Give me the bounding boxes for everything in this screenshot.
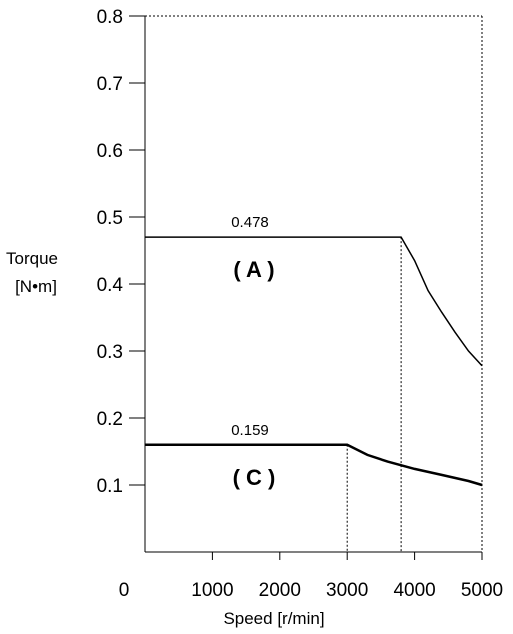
x-tick-label: 2000	[259, 580, 301, 601]
x-tick-label: 5000	[461, 580, 503, 601]
y-axis-label-line1: Torque	[6, 249, 58, 268]
curve-c	[145, 443, 483, 487]
reference-lines	[346, 16, 483, 552]
curve-name-c: ( C )	[233, 465, 276, 490]
x-axis-label: Speed [r/min]	[223, 609, 324, 628]
y-tick-label: 0.8	[97, 7, 123, 28]
x-axis-ticks: 0 1000 2000 3000 4000 5000	[119, 552, 503, 601]
y-tick-label: 0.3	[97, 342, 123, 363]
x-tick-label: 0	[119, 580, 130, 601]
y-tick-label: 0.6	[97, 141, 123, 162]
y-tick-label: 0.2	[97, 409, 123, 430]
y-tick-label: 0.4	[97, 275, 124, 296]
data-label-a: 0.478	[231, 214, 269, 231]
curve-a	[145, 236, 483, 367]
x-tick-label: 1000	[191, 580, 233, 601]
x-tick-label: 4000	[393, 580, 435, 601]
y-tick-label: 0.7	[97, 74, 123, 95]
y-tick-label: 0.5	[97, 208, 123, 229]
y-tick-label: 0.1	[97, 476, 123, 497]
y-axis-ticks: 0.8 0.7 0.6 0.5 0.4 0.3 0.2 0.1	[97, 7, 145, 497]
curve-name-a: ( A )	[233, 257, 274, 282]
data-label-c: 0.159	[231, 422, 269, 439]
y-axis-label-line2: [N•m]	[15, 277, 57, 296]
x-tick-label: 3000	[326, 580, 368, 601]
curves: 0.478 ( A ) 0.159 ( C )	[145, 214, 483, 490]
